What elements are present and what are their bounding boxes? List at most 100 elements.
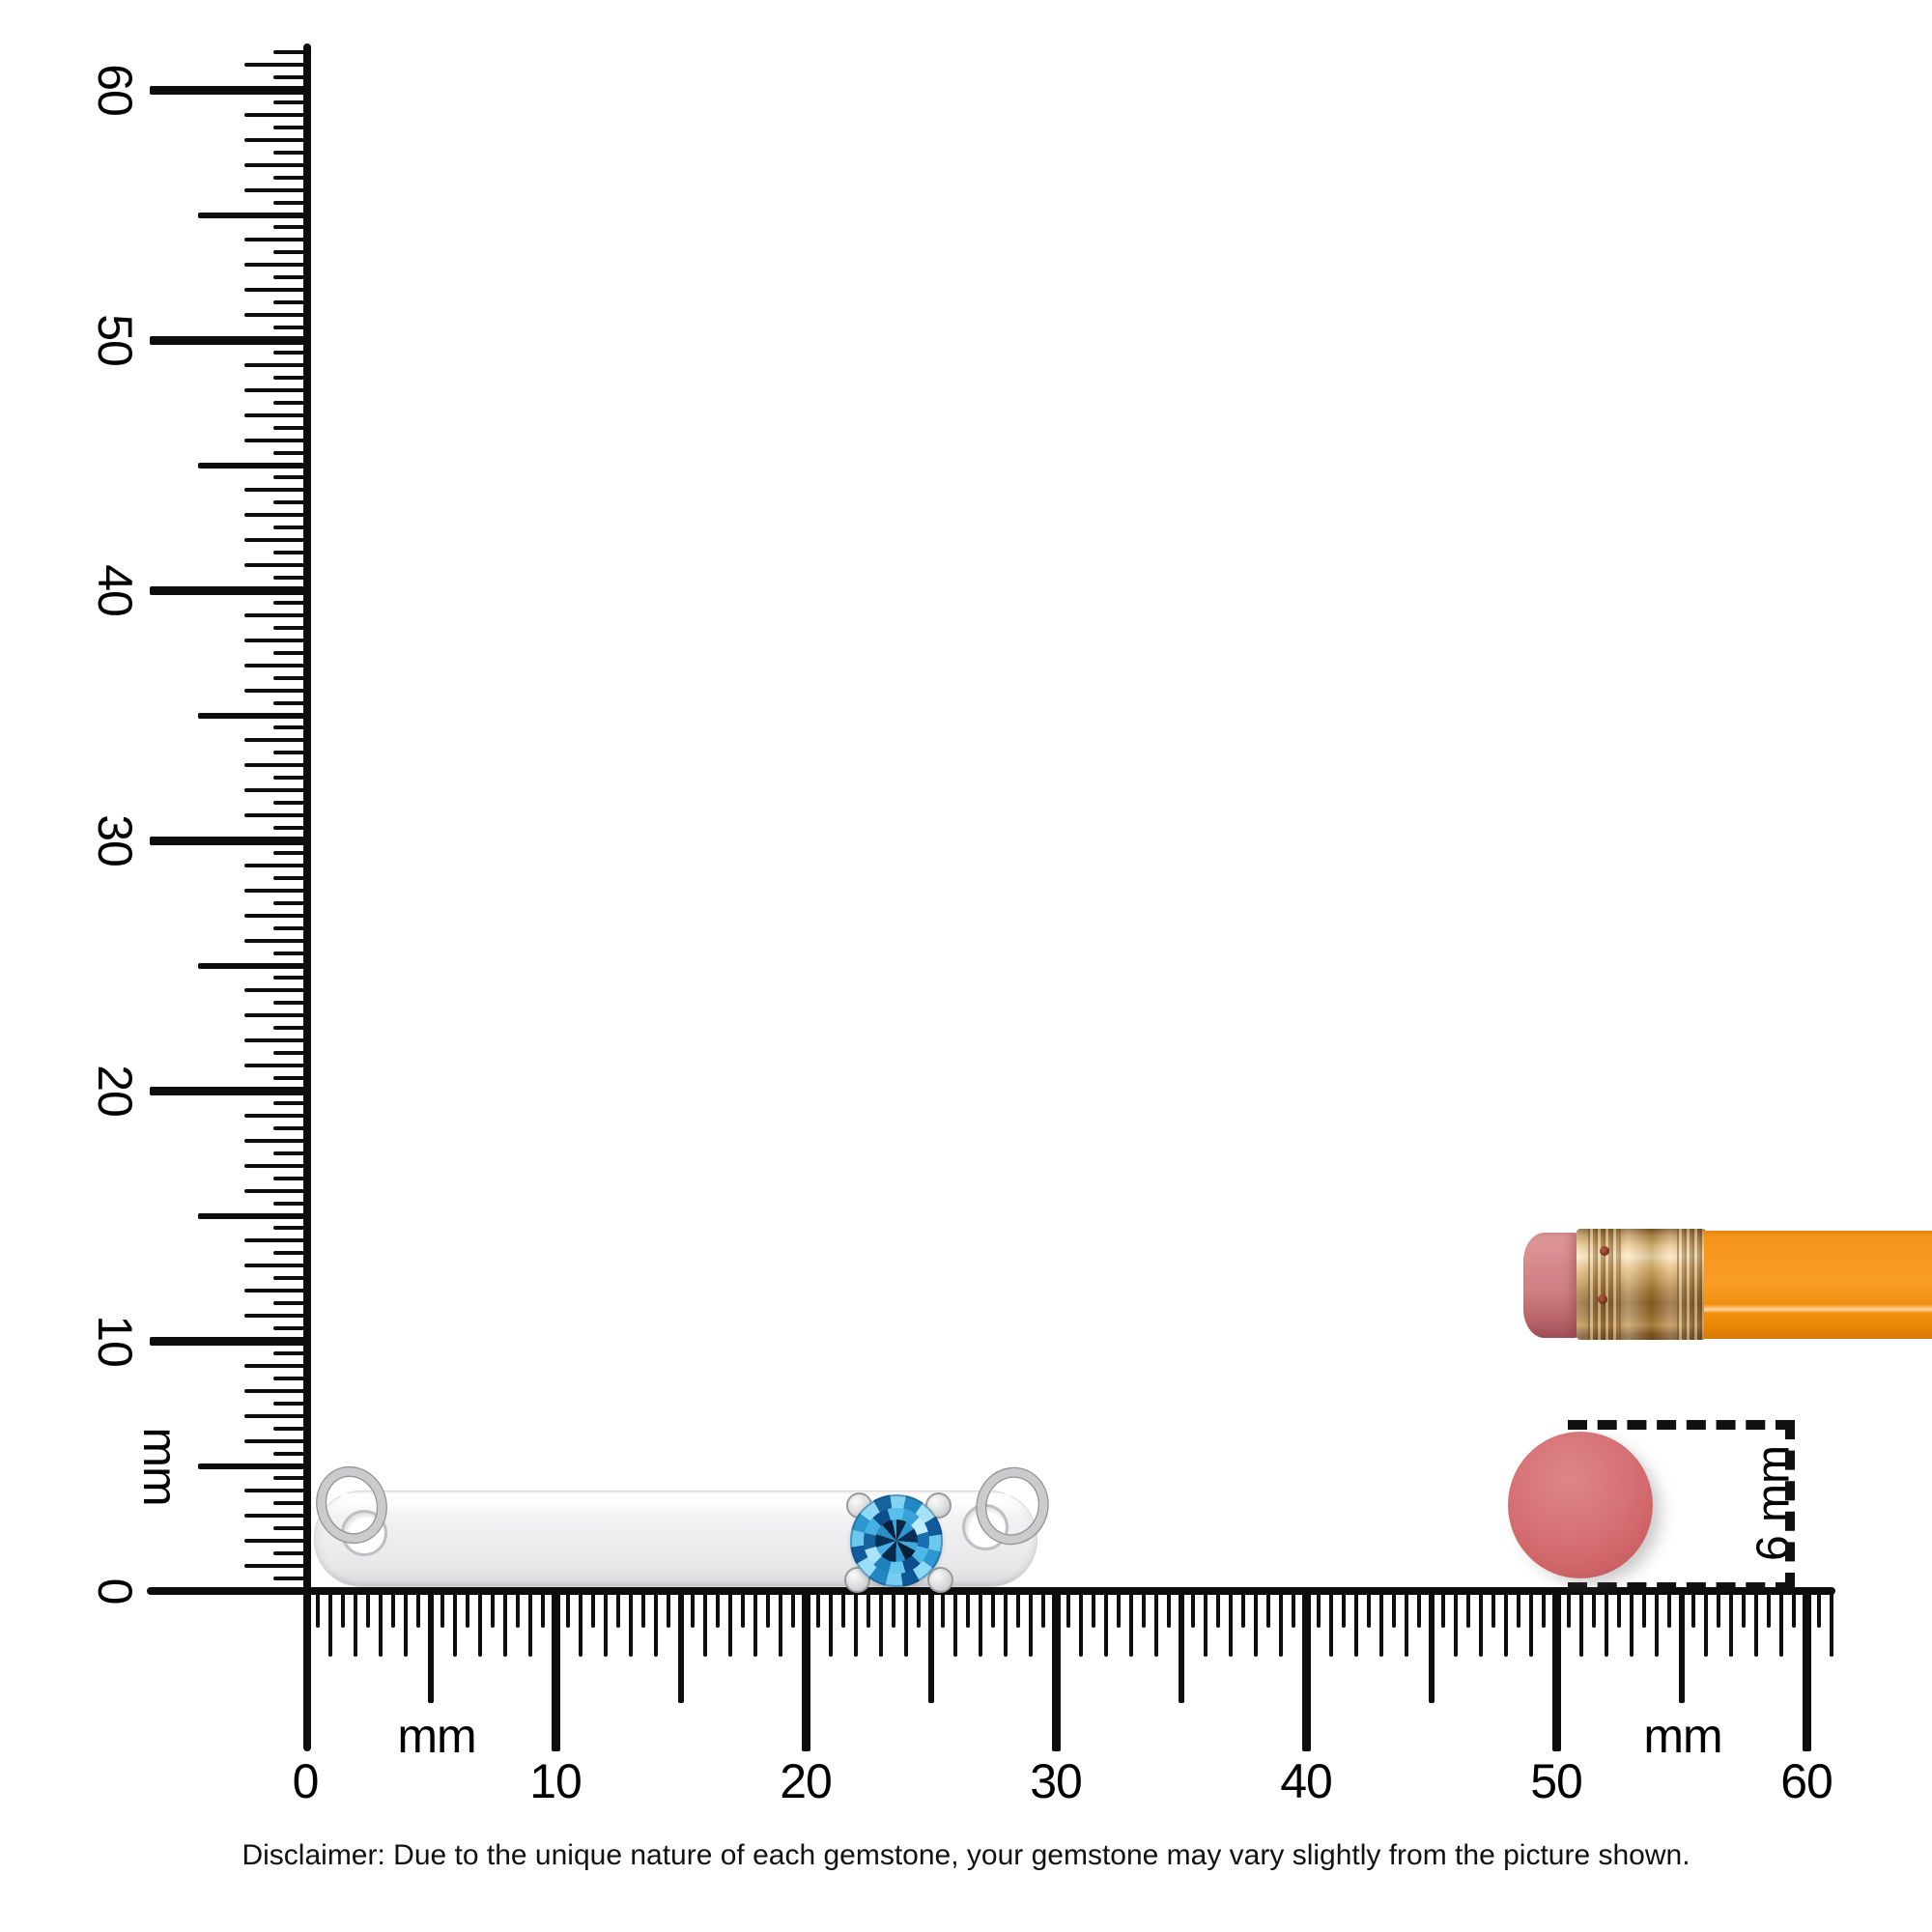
ruler-tick — [966, 1589, 971, 1628]
ruler-tick — [273, 1326, 310, 1331]
ruler-tick — [273, 75, 310, 80]
ruler-tick — [273, 450, 310, 455]
ruler-tick — [273, 400, 310, 405]
ruler-tick — [315, 1589, 320, 1628]
ruler-tick — [273, 675, 310, 680]
ruler-tick — [516, 1589, 521, 1628]
ruler-tick — [716, 1589, 721, 1628]
ruler-tick — [440, 1589, 445, 1628]
ruler-tick — [340, 1589, 345, 1628]
ruler-tick — [1691, 1589, 1696, 1628]
ruler-tick — [691, 1589, 696, 1628]
ruler-tick — [273, 1501, 310, 1506]
ruler-tick — [273, 99, 310, 104]
ruler-tick — [273, 275, 310, 280]
ruler-label: 30 — [88, 814, 142, 867]
ruler-tick — [273, 375, 310, 380]
ruler-tick — [1216, 1589, 1221, 1628]
horizontal-ruler-baseline — [147, 1587, 1835, 1595]
ruler-tick — [244, 663, 310, 668]
ruler-tick — [273, 1201, 310, 1206]
ruler-tick — [244, 938, 310, 943]
ruler-tick — [1051, 1589, 1061, 1751]
ruler-tick — [903, 1589, 908, 1657]
ruler-tick — [273, 1551, 310, 1556]
ruler-tick — [1767, 1589, 1772, 1628]
ruler-tick — [1479, 1589, 1484, 1657]
ruler-tick — [853, 1589, 858, 1657]
ruler-tick — [244, 1264, 310, 1268]
ruler-tick — [415, 1589, 420, 1628]
ruler-label: 50 — [88, 314, 142, 366]
ruler-tick — [1166, 1589, 1171, 1628]
ruler-tick — [491, 1589, 496, 1628]
ruler-tick — [753, 1589, 758, 1657]
ruler-tick — [1529, 1589, 1534, 1657]
ruler-tick — [565, 1589, 570, 1628]
ruler-tick — [390, 1589, 395, 1628]
ruler-tick — [1328, 1589, 1333, 1657]
ruler-label: 60 — [88, 64, 142, 116]
ruler-tick — [244, 1064, 310, 1068]
ruler-tick — [244, 288, 310, 293]
ruler-tick — [244, 988, 310, 993]
ruler-tick — [244, 913, 310, 918]
ruler-tick — [1591, 1589, 1596, 1628]
ruler-tick — [244, 1113, 310, 1118]
ruler-tick — [244, 1489, 310, 1493]
ruler-tick — [244, 738, 310, 743]
ruler-tick — [1391, 1589, 1396, 1628]
ruler-tick — [244, 888, 310, 893]
ruler-tick — [953, 1589, 958, 1657]
ruler-tick — [1103, 1589, 1108, 1657]
ruler-tick — [273, 1026, 310, 1031]
ruler-tick — [244, 362, 310, 367]
ruler-label: 40 — [88, 564, 142, 616]
ruler-tick — [244, 763, 310, 768]
ruler-tick — [1241, 1589, 1246, 1628]
ruler-tick — [273, 1451, 310, 1456]
ruler-tick — [1551, 1589, 1561, 1751]
ruler-tick — [741, 1589, 746, 1628]
ruler-tick — [1704, 1589, 1709, 1657]
ruler-tick — [1678, 1589, 1685, 1703]
ruler-tick — [244, 1438, 310, 1443]
ruler-tick — [273, 50, 310, 55]
ruler-tick — [653, 1589, 658, 1657]
ruler-tick — [273, 900, 310, 905]
ruler-tick — [273, 826, 310, 831]
ruler-tick — [273, 751, 310, 755]
ruler-tick — [1041, 1589, 1046, 1628]
ruler-tick — [273, 600, 310, 605]
ruler-tick — [1578, 1589, 1583, 1657]
ruler-tick — [273, 1001, 310, 1006]
ruler-tick — [1654, 1589, 1659, 1657]
vertical-ruler-baseline — [303, 43, 311, 1751]
ruler-tick — [273, 1051, 310, 1056]
ruler-tick — [1802, 1589, 1811, 1751]
ruler-tick — [273, 1251, 310, 1256]
pencil-ferrule — [1577, 1229, 1706, 1340]
ruler-tick — [1316, 1589, 1321, 1628]
ruler-tick — [1542, 1589, 1547, 1628]
ruler-tick — [244, 187, 310, 192]
ruler-tick — [150, 1336, 310, 1346]
ruler-tick — [603, 1589, 608, 1657]
ruler-tick — [273, 725, 310, 730]
ruler-tick — [578, 1589, 582, 1657]
ruler-tick — [273, 850, 310, 855]
ruler-tick — [273, 1176, 310, 1180]
ruler-tick — [1266, 1589, 1271, 1628]
ruler-label: 10 — [529, 1754, 582, 1808]
ruler-tick — [244, 387, 310, 392]
ruler-tick — [150, 585, 310, 595]
ruler-label: 0 — [292, 1754, 320, 1808]
ruler-tick — [273, 650, 310, 655]
ruler-tick — [979, 1589, 983, 1657]
ferrule-rivet — [1600, 1246, 1609, 1256]
ruler-tick — [590, 1589, 595, 1628]
ruler-tick — [1492, 1589, 1496, 1628]
ruler-tick — [244, 1314, 310, 1319]
ruler-tick — [1353, 1589, 1358, 1657]
ruler-tick — [916, 1589, 921, 1628]
